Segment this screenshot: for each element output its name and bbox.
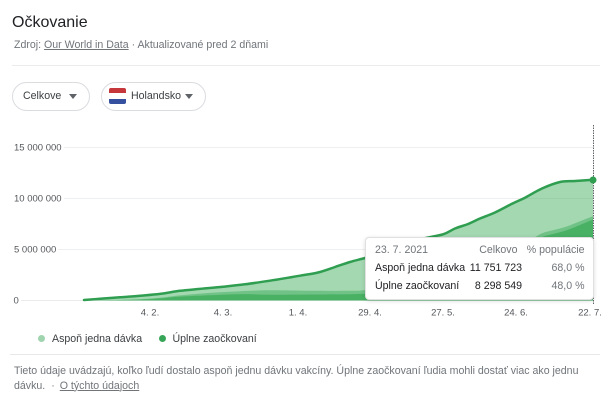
svg-text:29. 4.: 29. 4. (358, 308, 382, 319)
svg-text:10 000 000: 10 000 000 (14, 194, 62, 205)
svg-text:22. 7.: 22. 7. (578, 308, 602, 319)
svg-text:5 000 000: 5 000 000 (14, 245, 56, 256)
svg-text:24. 6.: 24. 6. (504, 308, 528, 319)
svg-text:4. 2.: 4. 2. (141, 308, 160, 319)
svg-text:1. 4.: 1. 4. (289, 308, 308, 319)
svg-text:27. 5.: 27. 5. (431, 308, 455, 319)
svg-text:4. 3.: 4. 3. (214, 308, 233, 319)
svg-text:0: 0 (14, 296, 19, 307)
svg-text:15 000 000: 15 000 000 (14, 143, 62, 154)
